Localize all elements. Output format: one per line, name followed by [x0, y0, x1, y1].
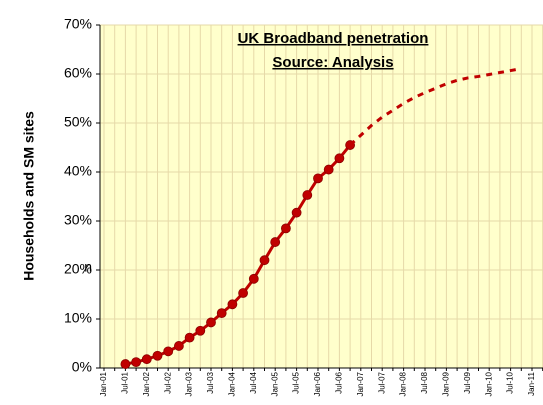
- y-tick-label: 20%: [64, 261, 92, 277]
- data-point: [323, 164, 334, 175]
- x-tick-label: Jul-07: [377, 371, 386, 393]
- data-point: [280, 223, 291, 234]
- data-point: [131, 357, 142, 368]
- data-point: [163, 346, 174, 357]
- data-point: [184, 332, 195, 343]
- x-tick-label: Jan-03: [185, 371, 194, 396]
- x-tick-label: Jul-10: [506, 371, 515, 393]
- x-tick-label: Jul-02: [163, 371, 172, 393]
- x-tick-label: Jul-08: [420, 371, 429, 393]
- x-tick-label: Jan-10: [484, 371, 493, 396]
- x-tick-label: Jul-05: [292, 371, 301, 393]
- x-tick-label: Jan-08: [399, 371, 408, 396]
- y-tick-label: 30%: [64, 212, 92, 228]
- y-tick-label: 60%: [64, 65, 92, 81]
- annotation: n: [84, 259, 92, 275]
- data-point: [152, 350, 163, 361]
- x-tick-label: Jan-06: [313, 371, 322, 396]
- data-point: [141, 354, 152, 365]
- data-point: [173, 341, 184, 351]
- series-line: [125, 144, 352, 366]
- data-point: [227, 299, 238, 310]
- y-tick-label: 50%: [64, 114, 92, 130]
- x-tick-label: Jul-01: [121, 371, 130, 393]
- y-axis-label: Households and SM sites: [21, 111, 37, 281]
- data-point: [195, 325, 206, 336]
- x-tick-label: Jul-09: [463, 371, 472, 393]
- x-tick-label: Jan-04: [228, 371, 237, 396]
- x-tick-label: Jul-03: [206, 371, 215, 393]
- data-point: [238, 288, 249, 298]
- x-tick-label: Jan-05: [270, 371, 279, 396]
- y-tick-label: 0%: [72, 359, 92, 375]
- data-point: [248, 273, 259, 284]
- data-point: [206, 317, 216, 328]
- data-point: [291, 207, 302, 218]
- x-tick-label: Jul-06: [335, 371, 344, 393]
- data-point: [270, 237, 281, 247]
- x-tick-label: Jan-01: [99, 371, 108, 396]
- data-point: [216, 308, 227, 319]
- y-tick-label: 40%: [64, 163, 92, 179]
- x-tick-label: Jul-04: [249, 371, 258, 393]
- y-tick-label: 70%: [64, 16, 92, 32]
- x-tick-label: Jan-02: [142, 371, 151, 396]
- y-tick-label: 10%: [64, 310, 92, 326]
- chart-title: UK Broadband penetration: [238, 30, 429, 47]
- data-point: [120, 359, 131, 369]
- series-line: [349, 67, 522, 147]
- x-tick-label: Jan-09: [442, 371, 451, 396]
- plot-area: [100, 25, 543, 368]
- chart-subtitle: Source: Analysis: [272, 54, 393, 71]
- data-point: [334, 153, 345, 164]
- data-point: [259, 255, 270, 266]
- data-point: [302, 190, 313, 200]
- x-tick-label: Jan-11: [527, 371, 536, 395]
- data-point: [313, 173, 323, 184]
- x-tick-label: Jan-07: [356, 371, 365, 396]
